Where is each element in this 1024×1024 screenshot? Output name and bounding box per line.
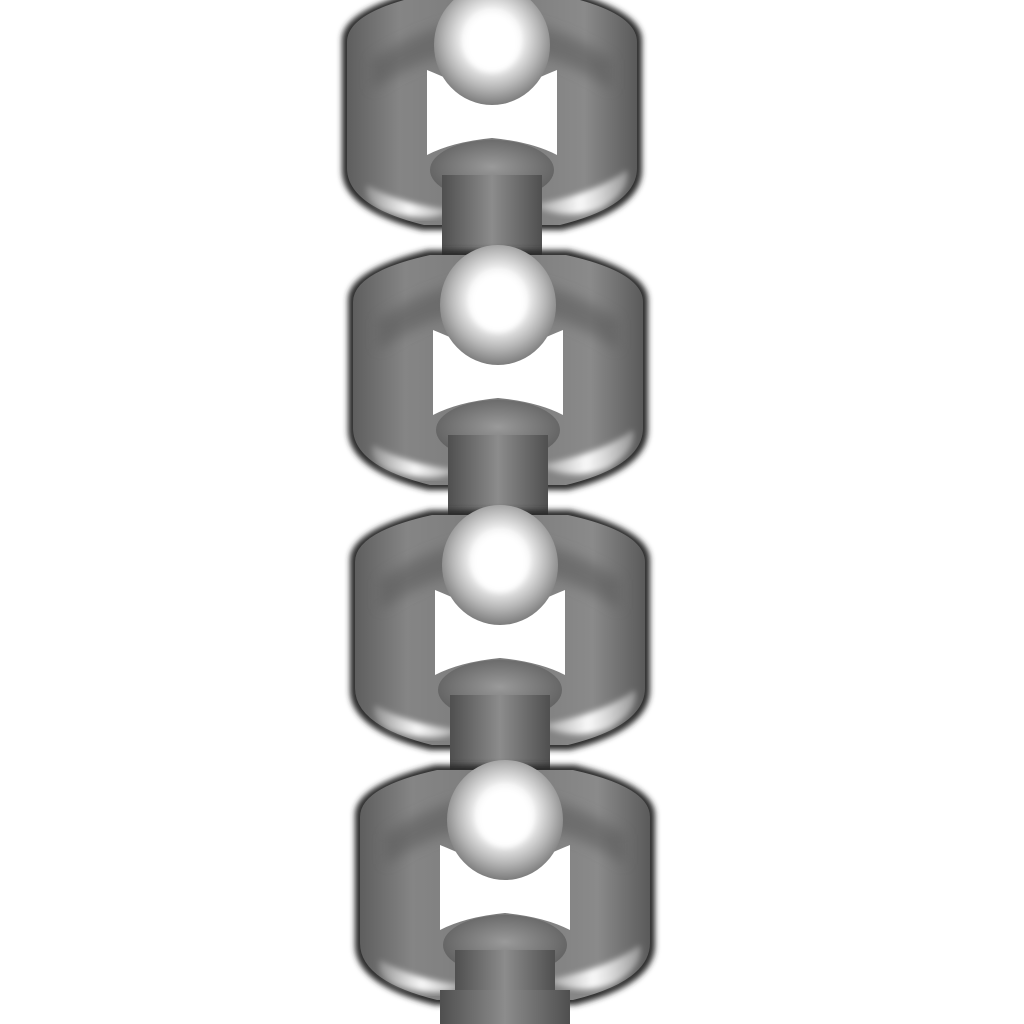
chain-link-3 [350, 505, 650, 775]
chain-bottom-neck [440, 990, 570, 1024]
chain-link-4 [355, 760, 655, 1024]
chain-link-1 [342, 0, 642, 255]
chain-link-2 [348, 245, 648, 515]
